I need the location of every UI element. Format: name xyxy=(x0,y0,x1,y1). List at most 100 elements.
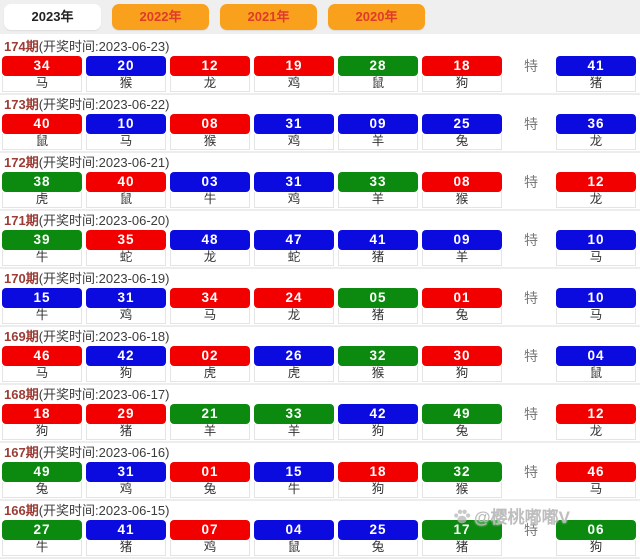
draw-header: 173期(开奖时间:2023-06-22) xyxy=(0,97,640,112)
number-cell: 27 牛 xyxy=(2,520,82,556)
draw-row: 171期(开奖时间:2023-06-20) 39 牛 35 蛇 48 龙 47 蛇 41 猪 09 羊特… xyxy=(0,211,640,269)
number-ball: 39 xyxy=(2,230,82,250)
special-label: 特 xyxy=(524,406,538,422)
special-number-cell: 12 龙 xyxy=(556,172,636,208)
zodiac-label: 猪 xyxy=(556,76,636,92)
number-cell: 41 猪 xyxy=(338,230,418,266)
draw-row: 169期(开奖时间:2023-06-18) 46 马 42 狗 02 虎 26 虎 32 猴 30 狗特… xyxy=(0,327,640,385)
draw-period: 172期 xyxy=(4,155,39,170)
zodiac-label: 龙 xyxy=(170,250,250,266)
zodiac-label: 狗 xyxy=(338,482,418,498)
special-number-cell: 06 狗 xyxy=(556,520,636,556)
draw-header: 169期(开奖时间:2023-06-18) xyxy=(0,329,640,344)
number-cell: 04 鼠 xyxy=(254,520,334,556)
number-ball: 32 xyxy=(338,346,418,366)
zodiac-label: 猴 xyxy=(338,366,418,382)
draw-numbers: 34 马 20 猴 12 龙 19 鸡 28 鼠 18 狗 特 41 猪 xyxy=(0,56,640,92)
number-ball: 30 xyxy=(422,346,502,366)
zodiac-label: 兔 xyxy=(338,540,418,556)
number-ball: 21 xyxy=(170,404,250,424)
zodiac-label: 马 xyxy=(2,366,82,382)
number-cell: 02 虎 xyxy=(170,346,250,382)
zodiac-label: 羊 xyxy=(338,134,418,150)
zodiac-label: 鼠 xyxy=(556,366,636,382)
number-ball: 31 xyxy=(254,114,334,134)
zodiac-label: 马 xyxy=(556,482,636,498)
draw-time: (开奖时间:2023-06-16) xyxy=(38,445,170,460)
draw-row: 174期(开奖时间:2023-06-23) 34 马 20 猴 12 龙 19 鸡 28 鼠 18 狗 特… xyxy=(0,37,640,95)
zodiac-label: 鸡 xyxy=(254,134,334,150)
zodiac-label: 龙 xyxy=(556,424,636,440)
number-cell: 24 龙 xyxy=(254,288,334,324)
special-label: 特 xyxy=(524,174,538,190)
draw-numbers: 18 狗 29 猪 21 羊 33 羊 42 狗 49 兔特 12 龙 xyxy=(0,404,640,440)
number-cell: 38 虎 xyxy=(2,172,82,208)
number-cell: 41 猪 xyxy=(86,520,166,556)
number-ball: 29 xyxy=(86,404,166,424)
draw-time: (开奖时间:2023-06-23) xyxy=(38,39,170,54)
number-ball: 33 xyxy=(254,404,334,424)
special-label: 特 xyxy=(524,116,538,132)
draw-time: (开奖时间:2023-06-15) xyxy=(38,503,170,518)
draw-header: 174期(开奖时间:2023-06-23) xyxy=(0,39,640,54)
number-cell: 49 兔 xyxy=(2,462,82,498)
number-cell: 32 猴 xyxy=(338,346,418,382)
number-ball: 38 xyxy=(2,172,82,192)
zodiac-label: 鼠 xyxy=(254,540,334,556)
draw-time: (开奖时间:2023-06-17) xyxy=(38,387,170,402)
draw-results-list: 174期(开奖时间:2023-06-23) 34 马 20 猴 12 龙 19 鸡 28 鼠 18 狗特… xyxy=(0,34,640,559)
zodiac-label: 猴 xyxy=(422,192,502,208)
number-ball: 06 xyxy=(556,520,636,540)
zodiac-label: 猪 xyxy=(338,250,418,266)
tab-year-2021[interactable]: 2021年 xyxy=(220,4,317,30)
number-ball: 10 xyxy=(556,230,636,250)
zodiac-label: 羊 xyxy=(422,250,502,266)
special-number-cell: 12 龙 xyxy=(556,404,636,440)
number-ball: 47 xyxy=(254,230,334,250)
special-number-cell: 10 马 xyxy=(556,288,636,324)
draw-row: 173期(开奖时间:2023-06-22) 40 鼠 10 马 08 猴 31 鸡 09 羊 25 兔 特… xyxy=(0,95,640,153)
number-ball: 20 xyxy=(86,56,166,76)
number-cell: 31 鸡 xyxy=(254,172,334,208)
number-cell: 33 羊 xyxy=(254,404,334,440)
number-ball: 34 xyxy=(170,288,250,308)
special-number-cell: 10 马 xyxy=(556,230,636,266)
number-cell: 20 猴 xyxy=(86,56,166,92)
number-cell: 35 蛇 xyxy=(86,230,166,266)
zodiac-label: 龙 xyxy=(170,76,250,92)
tab-year-2020[interactable]: 2020年 xyxy=(328,4,425,30)
draw-numbers: 15 牛 31 鸡 34 马 24 龙 05 猪 01 兔特 10 马 xyxy=(0,288,640,324)
zodiac-label: 猪 xyxy=(86,540,166,556)
special-label: 特 xyxy=(524,58,538,74)
zodiac-label: 羊 xyxy=(254,424,334,440)
number-ball: 08 xyxy=(170,114,250,134)
zodiac-label: 牛 xyxy=(2,308,82,324)
draw-row: 170期(开奖时间:2023-06-19) 15 牛 31 鸡 34 马 24 龙 05 猪 01 兔特… xyxy=(0,269,640,327)
draw-header: 168期(开奖时间:2023-06-17) xyxy=(0,387,640,402)
number-cell: 25 兔 xyxy=(338,520,418,556)
zodiac-label: 龙 xyxy=(254,308,334,324)
tab-year-2022[interactable]: 2022年 xyxy=(112,4,209,30)
zodiac-label: 狗 xyxy=(556,540,636,556)
zodiac-label: 牛 xyxy=(170,192,250,208)
number-ball: 46 xyxy=(2,346,82,366)
draw-numbers: 27 牛 41 猪 07 鸡 04 鼠 25 兔 17 猪特 06 狗 xyxy=(0,520,640,556)
zodiac-label: 鼠 xyxy=(86,192,166,208)
number-cell: 05 猪 xyxy=(338,288,418,324)
special-label: 特 xyxy=(524,290,538,306)
number-cell: 17 猪 xyxy=(422,520,502,556)
draw-period: 168期 xyxy=(4,387,39,402)
zodiac-label: 猴 xyxy=(86,76,166,92)
number-ball: 18 xyxy=(422,56,502,76)
number-ball: 42 xyxy=(338,404,418,424)
tab-year-2023[interactable]: 2023年 xyxy=(4,4,101,30)
draw-time: (开奖时间:2023-06-22) xyxy=(38,97,170,112)
number-cell: 33 羊 xyxy=(338,172,418,208)
zodiac-label: 牛 xyxy=(2,540,82,556)
draw-time: (开奖时间:2023-06-20) xyxy=(38,213,170,228)
zodiac-label: 猪 xyxy=(338,308,418,324)
draw-header: 167期(开奖时间:2023-06-16) xyxy=(0,445,640,460)
number-ball: 15 xyxy=(2,288,82,308)
zodiac-label: 马 xyxy=(2,76,82,92)
zodiac-label: 鸡 xyxy=(254,76,334,92)
